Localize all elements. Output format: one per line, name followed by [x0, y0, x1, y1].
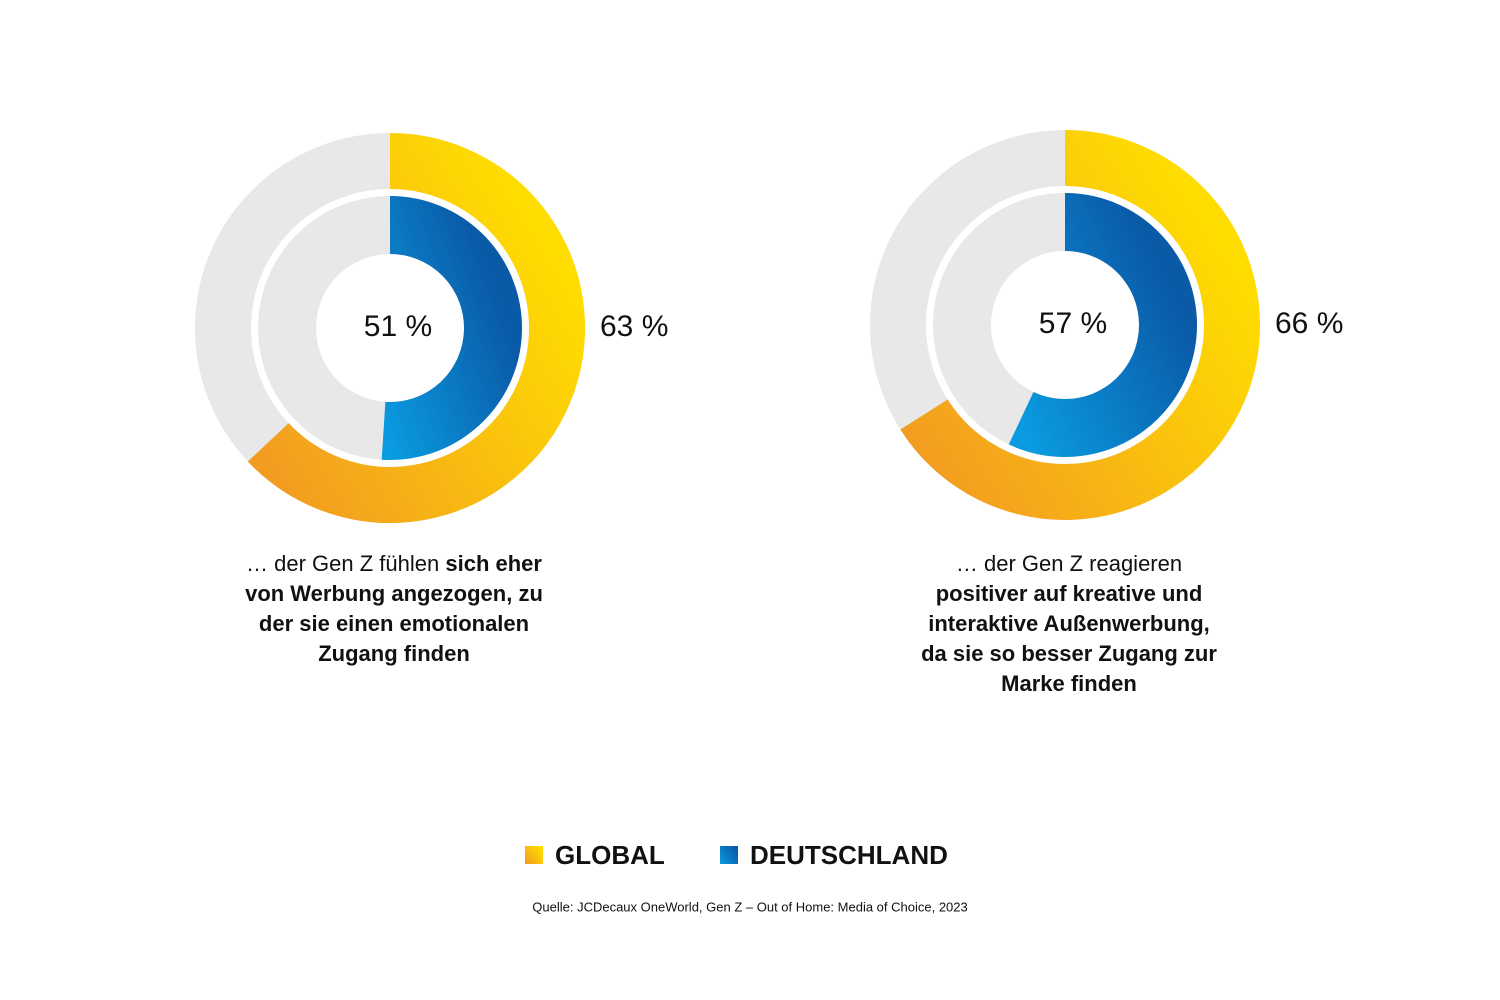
- legend-label: GLOBAL: [555, 840, 665, 870]
- caption-line: Marke finden: [1001, 671, 1137, 696]
- caption-segment: … der Gen Z fühlen: [246, 551, 445, 576]
- caption-segment: von Werbung angezogen, zu: [245, 581, 543, 606]
- caption-line: … der Gen Z reagieren: [956, 551, 1182, 576]
- caption-segment: sich eher: [445, 551, 542, 576]
- caption-segment: positiver auf kreative und: [936, 581, 1203, 606]
- caption-line: da sie so besser Zugang zur: [921, 641, 1217, 666]
- caption-segment: da sie so besser Zugang zur: [921, 641, 1217, 666]
- legend-swatch: [720, 846, 738, 864]
- inner-value-label: 57 %: [1039, 307, 1107, 340]
- outer-value-label: 66 %: [1275, 307, 1343, 340]
- caption-segment: … der Gen Z reagieren: [956, 551, 1182, 576]
- ring-arc: [900, 130, 1260, 520]
- caption-segment: der sie einen emotionalen: [259, 611, 529, 636]
- caption-line: … der Gen Z fühlen sich eher: [246, 551, 542, 576]
- ring-arc: [381, 196, 522, 460]
- caption-line: von Werbung angezogen, zu: [245, 581, 543, 606]
- outer-value-label: 63 %: [600, 310, 668, 343]
- ring-arc: [247, 133, 585, 523]
- legend-label: DEUTSCHLAND: [750, 840, 948, 870]
- inner-value-label: 51 %: [364, 310, 432, 343]
- caption-line: Zugang finden: [318, 641, 470, 666]
- caption-segment: Zugang finden: [318, 641, 470, 666]
- source: Quelle: JCDecaux OneWorld, Gen Z – Out o…: [532, 899, 967, 914]
- legend-swatch: [525, 846, 543, 864]
- caption-line: der sie einen emotionalen: [259, 611, 529, 636]
- caption-line: interaktive Außenwerbung,: [928, 611, 1210, 636]
- caption-segment: Marke finden: [1001, 671, 1137, 696]
- caption-line: positiver auf kreative und: [936, 581, 1203, 606]
- caption-segment: interaktive Außenwerbung,: [928, 611, 1210, 636]
- ring-arc: [1008, 193, 1197, 457]
